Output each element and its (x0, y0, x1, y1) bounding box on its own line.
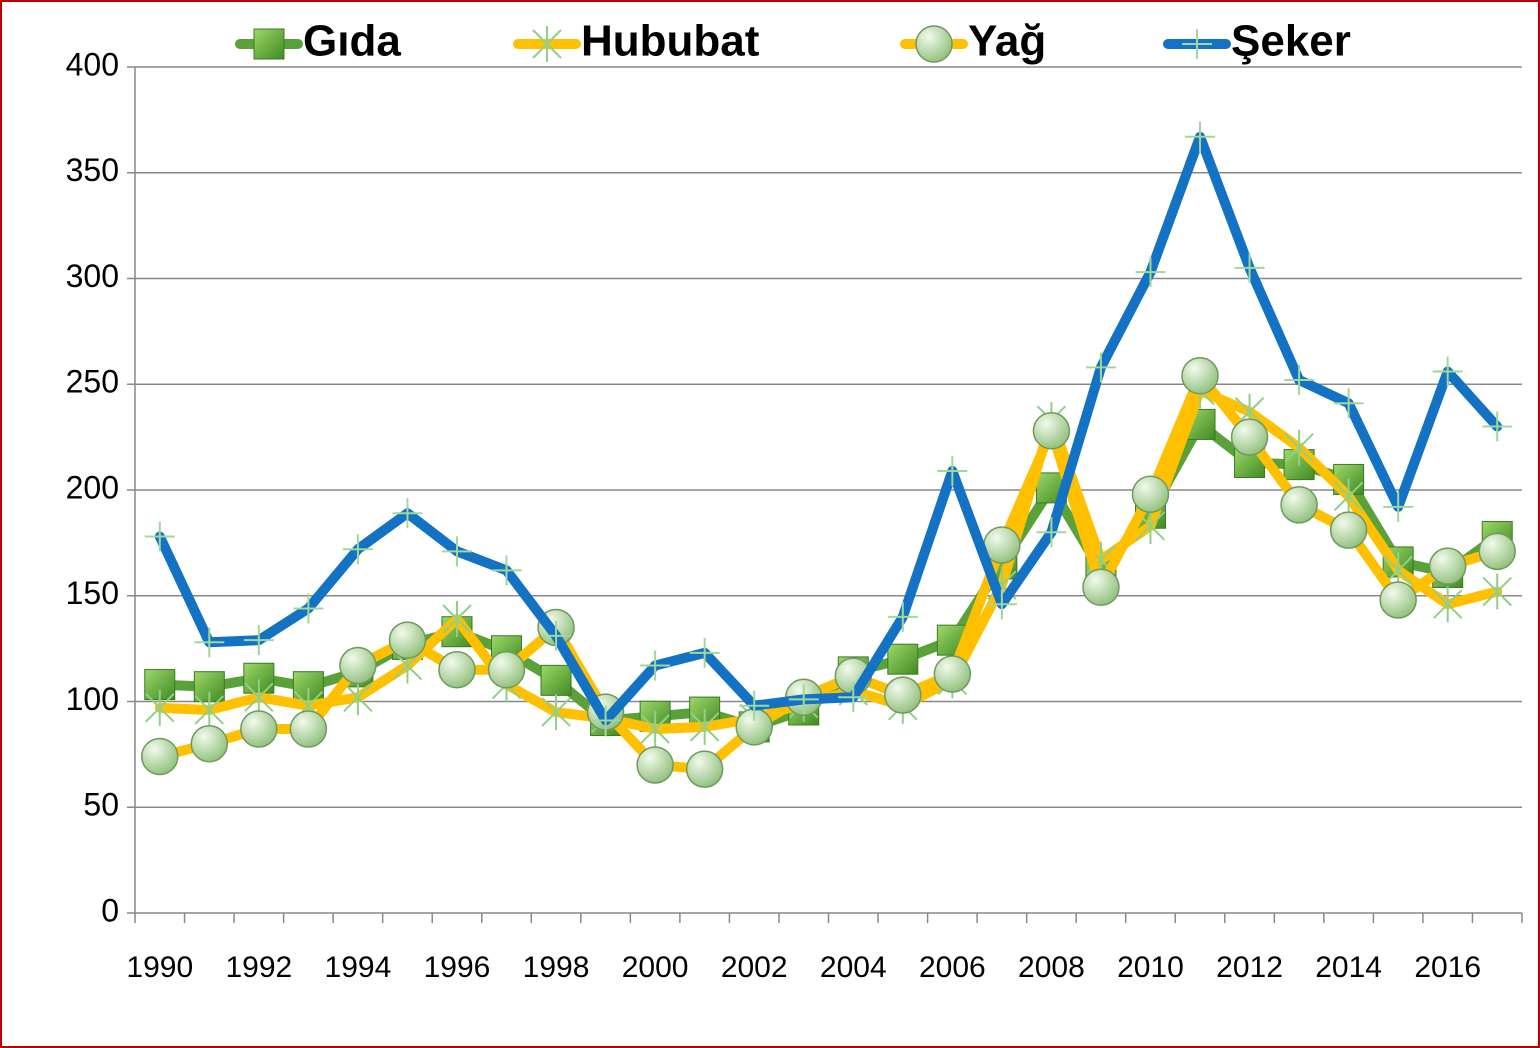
circle-marker (1280, 486, 1318, 524)
plus-marker (838, 682, 869, 713)
y-tick-label: 100 (66, 681, 119, 717)
x-tick-label: 1990 (126, 951, 193, 984)
y-tick-label: 250 (66, 364, 119, 400)
plus-marker (1482, 411, 1513, 442)
circle-marker (190, 725, 229, 763)
circle-marker (339, 646, 377, 685)
circle-marker (240, 710, 278, 748)
y-tick-label: 300 (66, 258, 119, 294)
star-marker (1284, 429, 1314, 466)
circle-marker (487, 651, 526, 689)
circle-marker (1329, 511, 1368, 549)
circle-marker (636, 746, 674, 784)
circle-marker (884, 676, 922, 714)
plus-marker (986, 589, 1017, 620)
square-marker (887, 643, 919, 675)
x-tick-label: 2016 (1414, 951, 1481, 984)
plus-marker (1432, 356, 1463, 387)
plus-marker (243, 625, 274, 656)
plus-marker (1036, 517, 1067, 548)
plus-marker (937, 455, 968, 486)
plus-marker (491, 555, 522, 586)
circle-marker (933, 655, 972, 693)
star-marker (1333, 478, 1364, 515)
plus-marker (293, 593, 324, 624)
x-tick-label: 1996 (424, 951, 491, 984)
circle-marker (1131, 475, 1170, 513)
circle-marker (1379, 581, 1417, 619)
x-tick-label: 2006 (919, 951, 986, 984)
plus-marker (1333, 388, 1364, 419)
x-tick-label: 2012 (1216, 951, 1283, 984)
star-marker (343, 679, 373, 716)
legend-marker (253, 28, 285, 60)
plus-marker (739, 690, 770, 721)
plus-marker (541, 620, 572, 651)
star-marker (244, 679, 274, 716)
legend-label: Yağ (968, 17, 1046, 66)
circle-marker (1032, 412, 1071, 450)
star-marker (442, 601, 472, 638)
star-marker (145, 689, 175, 726)
plus-marker (1135, 257, 1166, 288)
y-tick-label: 50 (83, 787, 119, 823)
circle-marker (1230, 418, 1269, 456)
circle-marker (1428, 547, 1467, 585)
plus-marker (590, 705, 621, 736)
plus-marker (441, 536, 472, 567)
circle-marker (685, 750, 724, 788)
plus-marker (689, 637, 720, 668)
square-marker (540, 664, 572, 696)
star-marker (640, 710, 670, 747)
x-tick-label: 1992 (225, 951, 292, 984)
legend-label: Şeker (1231, 17, 1351, 66)
y-tick-label: 150 (66, 575, 119, 611)
y-tick-label: 200 (66, 469, 119, 505)
plus-marker (194, 627, 225, 658)
legend-marker (915, 25, 953, 63)
plus-marker (1185, 121, 1216, 152)
circle-marker (438, 651, 476, 689)
plus-marker (788, 684, 819, 715)
legend-marker (532, 26, 562, 62)
circle-marker (289, 710, 328, 748)
star-marker (194, 691, 225, 728)
legend-label: Gıda (303, 17, 401, 66)
x-tick-label: 2010 (1117, 951, 1184, 984)
plus-marker (640, 650, 671, 681)
plus-marker (144, 521, 175, 552)
plus-marker (1085, 352, 1116, 383)
y-tick-label: 400 (66, 46, 119, 82)
star-marker (689, 708, 720, 745)
plus-marker (1383, 491, 1414, 522)
circle-marker (1181, 357, 1219, 395)
legend-marker (1182, 29, 1212, 59)
plus-marker (1284, 365, 1315, 396)
star-marker (1482, 573, 1512, 610)
y-tick-label: 350 (66, 152, 119, 188)
x-tick-label: 2014 (1315, 951, 1382, 984)
x-tick-label: 2002 (721, 951, 788, 984)
series-line (154, 370, 1503, 775)
y-tick-label: 0 (101, 892, 119, 928)
plus-marker (342, 534, 373, 565)
x-tick-label: 2000 (622, 951, 689, 984)
x-tick-label: 2008 (1018, 951, 1085, 984)
plus-marker (392, 498, 423, 529)
x-tick-label: 1994 (325, 951, 392, 984)
plus-marker (1234, 252, 1265, 283)
x-tick-label: 1998 (523, 951, 590, 984)
circle-marker (1478, 532, 1516, 571)
x-tick-label: 2004 (820, 951, 887, 984)
series-line (154, 131, 1503, 726)
plus-marker (887, 601, 918, 632)
star-marker (1432, 586, 1463, 623)
legend-label: Hububat (581, 17, 760, 66)
circle-marker (141, 737, 179, 776)
star-marker (541, 694, 571, 731)
circle-marker (388, 621, 427, 659)
circle-marker (1082, 568, 1120, 607)
